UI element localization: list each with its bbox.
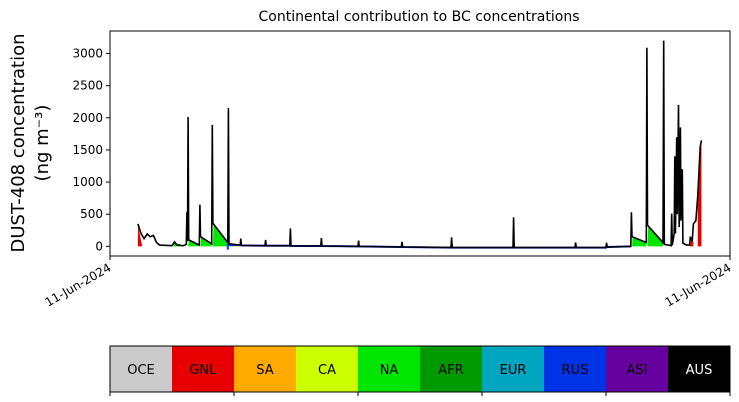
plot-area — [109, 30, 731, 257]
area-na-7 — [647, 225, 664, 247]
legend-swatch-na — [358, 346, 421, 392]
legend-label-gnl: GNL — [189, 363, 217, 378]
y-tick-label-0: 0 — [95, 239, 103, 253]
y-axis-label-line1: DUST-408 concentration — [8, 33, 29, 252]
y-axis-label-line2: (ng m⁻³) — [32, 105, 53, 182]
x-axis: 11-Jun-2024 11-Jun-2024 — [43, 256, 734, 310]
y-tick-label-1500: 1500 — [72, 143, 103, 157]
y-tick-label-1000: 1000 — [72, 175, 103, 189]
plot-frame — [109, 30, 731, 257]
legend-label-afr: AFR — [438, 363, 463, 378]
legend-frame — [109, 345, 731, 393]
area-gnl-0 — [137, 225, 143, 247]
chart-title: Continental contribution to BC concentra… — [258, 9, 579, 25]
legend-swatch-eur — [482, 346, 545, 392]
legend-label-oce: OCE — [127, 363, 155, 378]
legend-swatch-afr — [420, 346, 483, 392]
legend-label-ca: CA — [318, 363, 336, 378]
series-total-line — [137, 40, 703, 249]
area-na-2 — [188, 240, 199, 247]
area-na-6 — [632, 236, 647, 247]
area-gnl-9 — [697, 143, 702, 247]
legend-swatch-aus — [668, 346, 731, 392]
legend-label-sa: SA — [256, 363, 273, 378]
area-na-3 — [200, 237, 212, 247]
region-legend: OCE GNL SA CA NA AFR EUR RUS ASI AUS — [109, 345, 731, 396]
y-tick-label-3000: 3000 — [72, 47, 103, 61]
legend-swatch-oce — [110, 346, 173, 392]
legend-label-na: NA — [380, 363, 399, 378]
legend-swatch-asi — [606, 346, 669, 392]
x-tick-label-1: 11-Jun-2024 — [663, 260, 734, 309]
y-tick-label-2000: 2000 — [72, 111, 103, 125]
legend-swatch-ca — [296, 346, 359, 392]
legend-swatch-rus — [544, 346, 607, 392]
y-tick-label-500: 500 — [80, 207, 103, 221]
area-na-4 — [212, 223, 228, 247]
legend-swatch-sa — [234, 346, 297, 392]
y-axis: 0 500 1000 1500 2000 2500 3000 — [72, 47, 110, 253]
legend-label-asi: ASI — [627, 363, 648, 378]
x-tick-label-0: 11-Jun-2024 — [43, 260, 114, 309]
legend-label-aus: AUS — [686, 363, 713, 378]
legend-swatch-gnl — [172, 346, 235, 392]
y-tick-label-2500: 2500 — [72, 79, 103, 93]
legend-label-eur: EUR — [500, 363, 527, 378]
legend-label-rus: RUS — [562, 363, 589, 378]
